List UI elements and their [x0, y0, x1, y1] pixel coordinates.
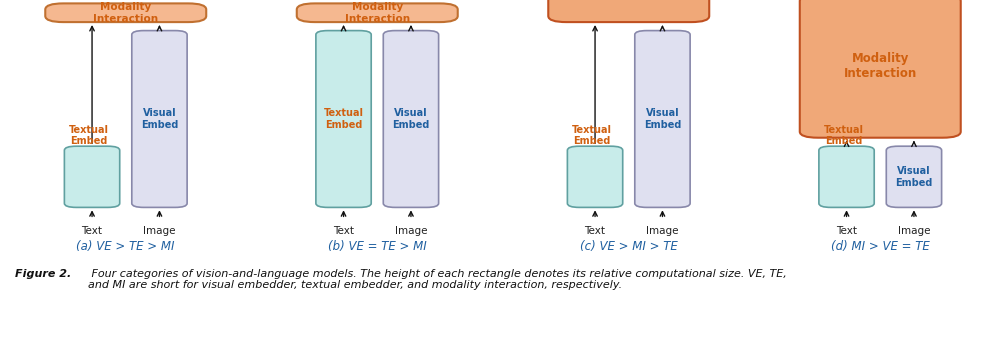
Text: Image: Image: [646, 226, 679, 236]
Text: Modality
Interaction: Modality Interaction: [345, 2, 409, 23]
Text: Visual
Embed: Visual Embed: [895, 166, 933, 188]
FancyBboxPatch shape: [800, 0, 961, 138]
Text: Four categories of vision-and-language models. The height of each rectangle deno: Four categories of vision-and-language m…: [88, 269, 787, 290]
Text: Image: Image: [394, 226, 428, 236]
FancyBboxPatch shape: [886, 146, 942, 207]
FancyBboxPatch shape: [64, 146, 120, 207]
Text: Visual
Embed: Visual Embed: [141, 108, 178, 130]
Text: Textual
Embed: Textual Embed: [572, 124, 613, 146]
FancyBboxPatch shape: [548, 0, 709, 22]
Text: Text: Text: [836, 226, 857, 236]
Text: Textual
Embed: Textual Embed: [324, 108, 363, 130]
Text: Image: Image: [143, 226, 176, 236]
FancyBboxPatch shape: [819, 146, 874, 207]
FancyBboxPatch shape: [316, 31, 371, 207]
Text: Modality
Interaction: Modality Interaction: [844, 52, 916, 80]
Text: Figure 2.: Figure 2.: [15, 269, 71, 278]
Text: Visual
Embed: Visual Embed: [392, 108, 430, 130]
Text: Textual
Embed: Textual Embed: [69, 124, 110, 146]
Text: Image: Image: [897, 226, 931, 236]
Text: Modality
Interaction: Modality Interaction: [94, 2, 158, 23]
FancyBboxPatch shape: [45, 3, 206, 22]
Text: Text: Text: [81, 226, 103, 236]
FancyBboxPatch shape: [635, 31, 690, 207]
Text: Text: Text: [584, 226, 606, 236]
FancyBboxPatch shape: [132, 31, 187, 207]
Text: Visual
Embed: Visual Embed: [644, 108, 681, 130]
FancyBboxPatch shape: [567, 146, 623, 207]
Text: Textual
Embed: Textual Embed: [824, 124, 864, 146]
FancyBboxPatch shape: [297, 3, 458, 22]
Text: (c) VE > MI > TE: (c) VE > MI > TE: [579, 240, 678, 253]
FancyBboxPatch shape: [383, 31, 439, 207]
Text: (a) VE > TE > MI: (a) VE > TE > MI: [76, 240, 175, 253]
Text: Text: Text: [333, 226, 354, 236]
Text: (b) VE = TE > MI: (b) VE = TE > MI: [328, 240, 427, 253]
Text: (d) MI > VE = TE: (d) MI > VE = TE: [831, 240, 930, 253]
